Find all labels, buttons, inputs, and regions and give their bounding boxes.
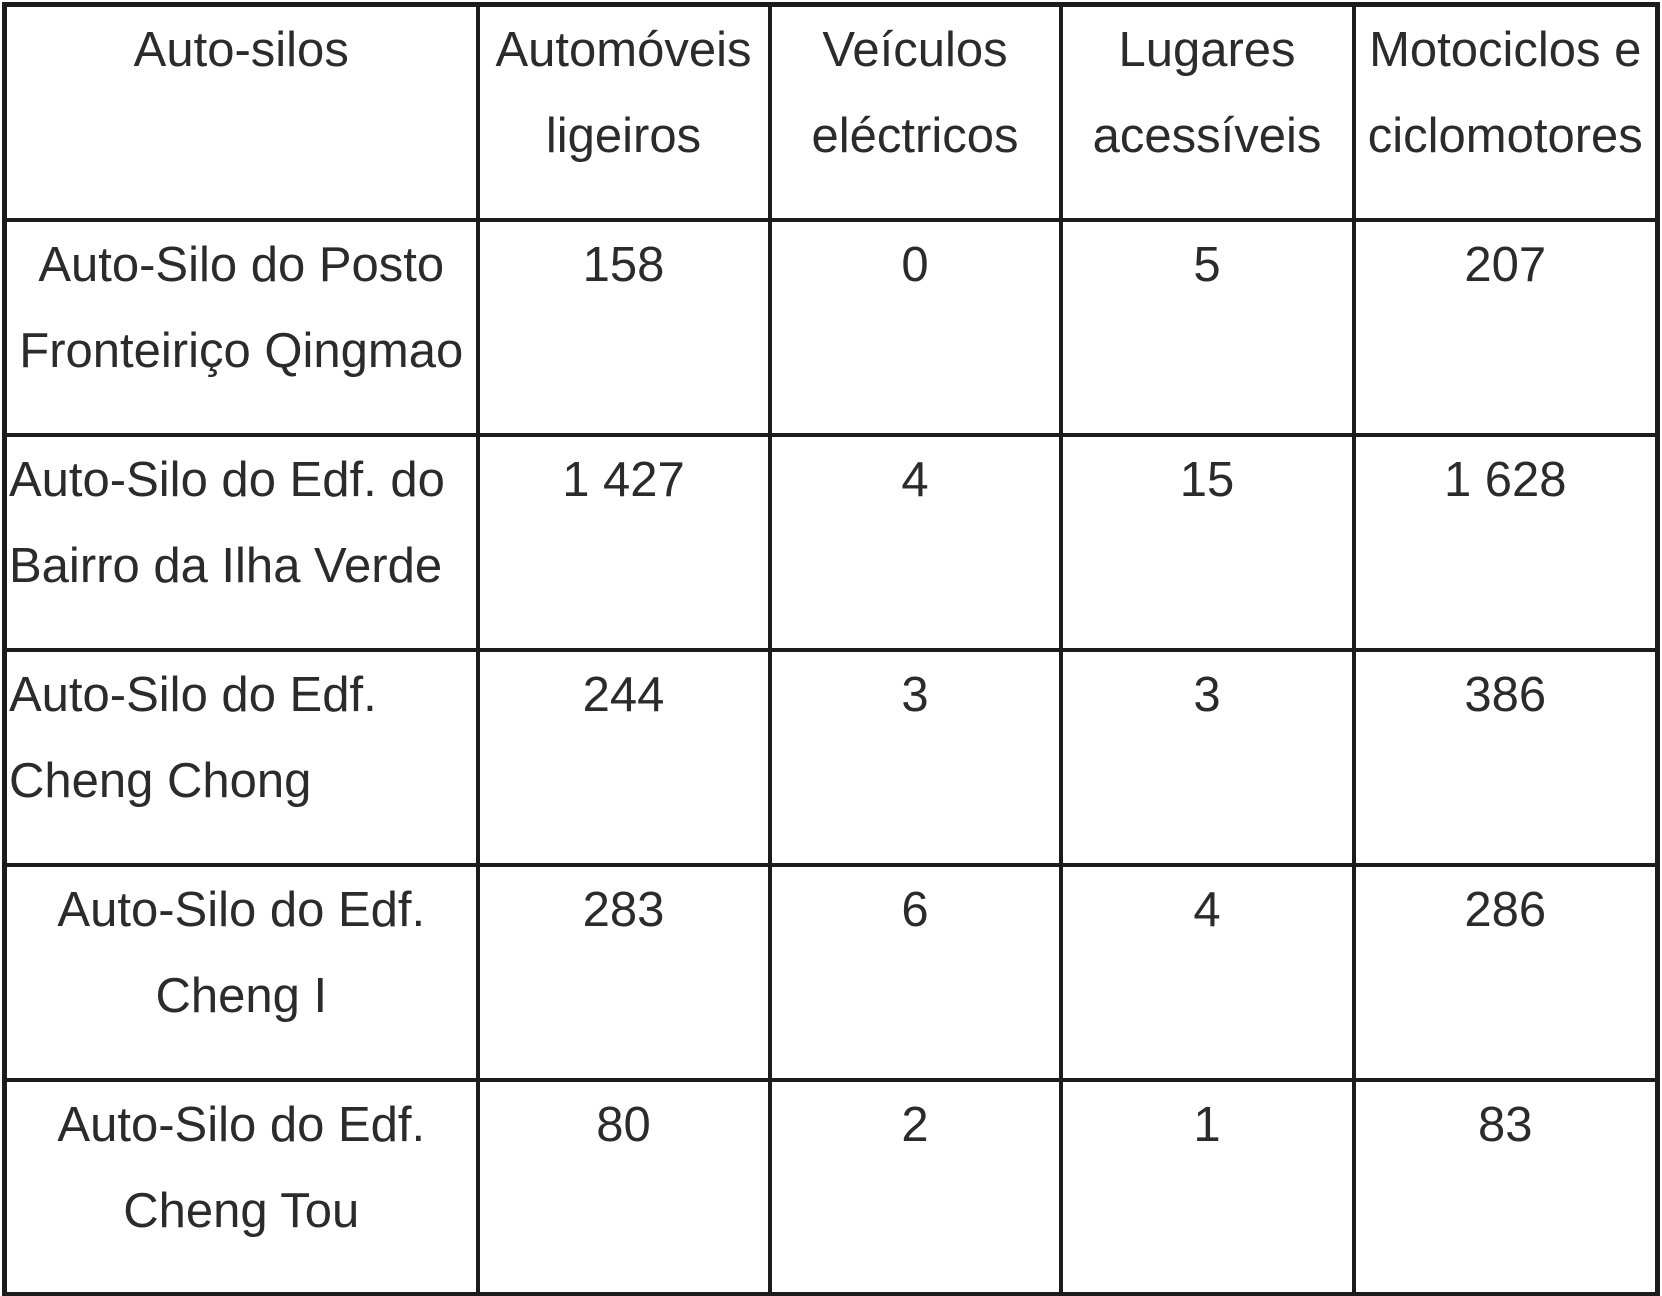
cell-veiculos-electricos: 3 xyxy=(767,647,1063,867)
table-row: Auto-Silo do Posto Fronteiriço Qingmao 15… xyxy=(2,217,1660,437)
cell-lugares-acessiveis: 3 xyxy=(1058,647,1356,867)
cell-auto-silo-name: Auto-Silo do Edf. do Bairro da Ilha Verd… xyxy=(2,432,480,652)
cell-auto-silo-name: Auto-Silo do Edf. Cheng I xyxy=(2,862,480,1082)
column-header-motociclos-ciclomotores: Motociclos e ciclomotores xyxy=(1351,2,1660,222)
table-row: Auto-Silo do Edf. Cheng Chong 244 3 3 386 xyxy=(2,647,1660,867)
cell-veiculos-electricos: 0 xyxy=(767,217,1063,437)
column-header-auto-silos: Auto-silos xyxy=(2,2,480,222)
cell-lugares-acessiveis: 15 xyxy=(1058,432,1356,652)
cell-veiculos-electricos: 4 xyxy=(767,432,1063,652)
cell-veiculos-electricos: 2 xyxy=(767,1077,1063,1296)
column-header-veiculos-electricos: Veículos eléctricos xyxy=(767,2,1063,222)
cell-lugares-acessiveis: 5 xyxy=(1058,217,1356,437)
cell-automoveis-ligeiros: 1 427 xyxy=(475,432,772,652)
column-header-automoveis-ligeiros: Automóveis ligeiros xyxy=(475,2,772,222)
cell-motociclos-ciclomotores: 386 xyxy=(1351,647,1660,867)
table-row: Auto-Silo do Edf. Cheng I 283 6 4 286 xyxy=(2,862,1660,1082)
cell-motociclos-ciclomotores: 83 xyxy=(1351,1077,1660,1296)
column-header-lugares-acessiveis: Lugares acessíveis xyxy=(1058,2,1356,222)
table-header: Auto-silos Automóveis ligeiros Veículos … xyxy=(2,2,1660,222)
cell-automoveis-ligeiros: 158 xyxy=(475,217,772,437)
cell-lugares-acessiveis: 4 xyxy=(1058,862,1356,1082)
cell-veiculos-electricos: 6 xyxy=(767,862,1063,1082)
cell-motociclos-ciclomotores: 1 628 xyxy=(1351,432,1660,652)
table-body: Auto-Silo do Posto Fronteiriço Qingmao 15… xyxy=(2,217,1660,1296)
table-row: Auto-Silo do Edf. Cheng Tou 80 2 1 83 xyxy=(2,1077,1660,1296)
cell-automoveis-ligeiros: 283 xyxy=(475,862,772,1082)
table-row: Auto-Silo do Edf. do Bairro da Ilha Verd… xyxy=(2,432,1660,652)
cell-automoveis-ligeiros: 244 xyxy=(475,647,772,867)
cell-auto-silo-name: Auto-Silo do Edf. Cheng Chong xyxy=(2,647,480,867)
cell-automoveis-ligeiros: 80 xyxy=(475,1077,772,1296)
header-row: Auto-silos Automóveis ligeiros Veículos … xyxy=(2,2,1660,222)
cell-lugares-acessiveis: 1 xyxy=(1058,1077,1356,1296)
cell-auto-silo-name: Auto-Silo do Edf. Cheng Tou xyxy=(2,1077,480,1296)
cell-motociclos-ciclomotores: 207 xyxy=(1351,217,1660,437)
cell-motociclos-ciclomotores: 286 xyxy=(1351,862,1660,1082)
cell-auto-silo-name: Auto-Silo do Posto Fronteiriço Qingmao xyxy=(2,217,480,437)
